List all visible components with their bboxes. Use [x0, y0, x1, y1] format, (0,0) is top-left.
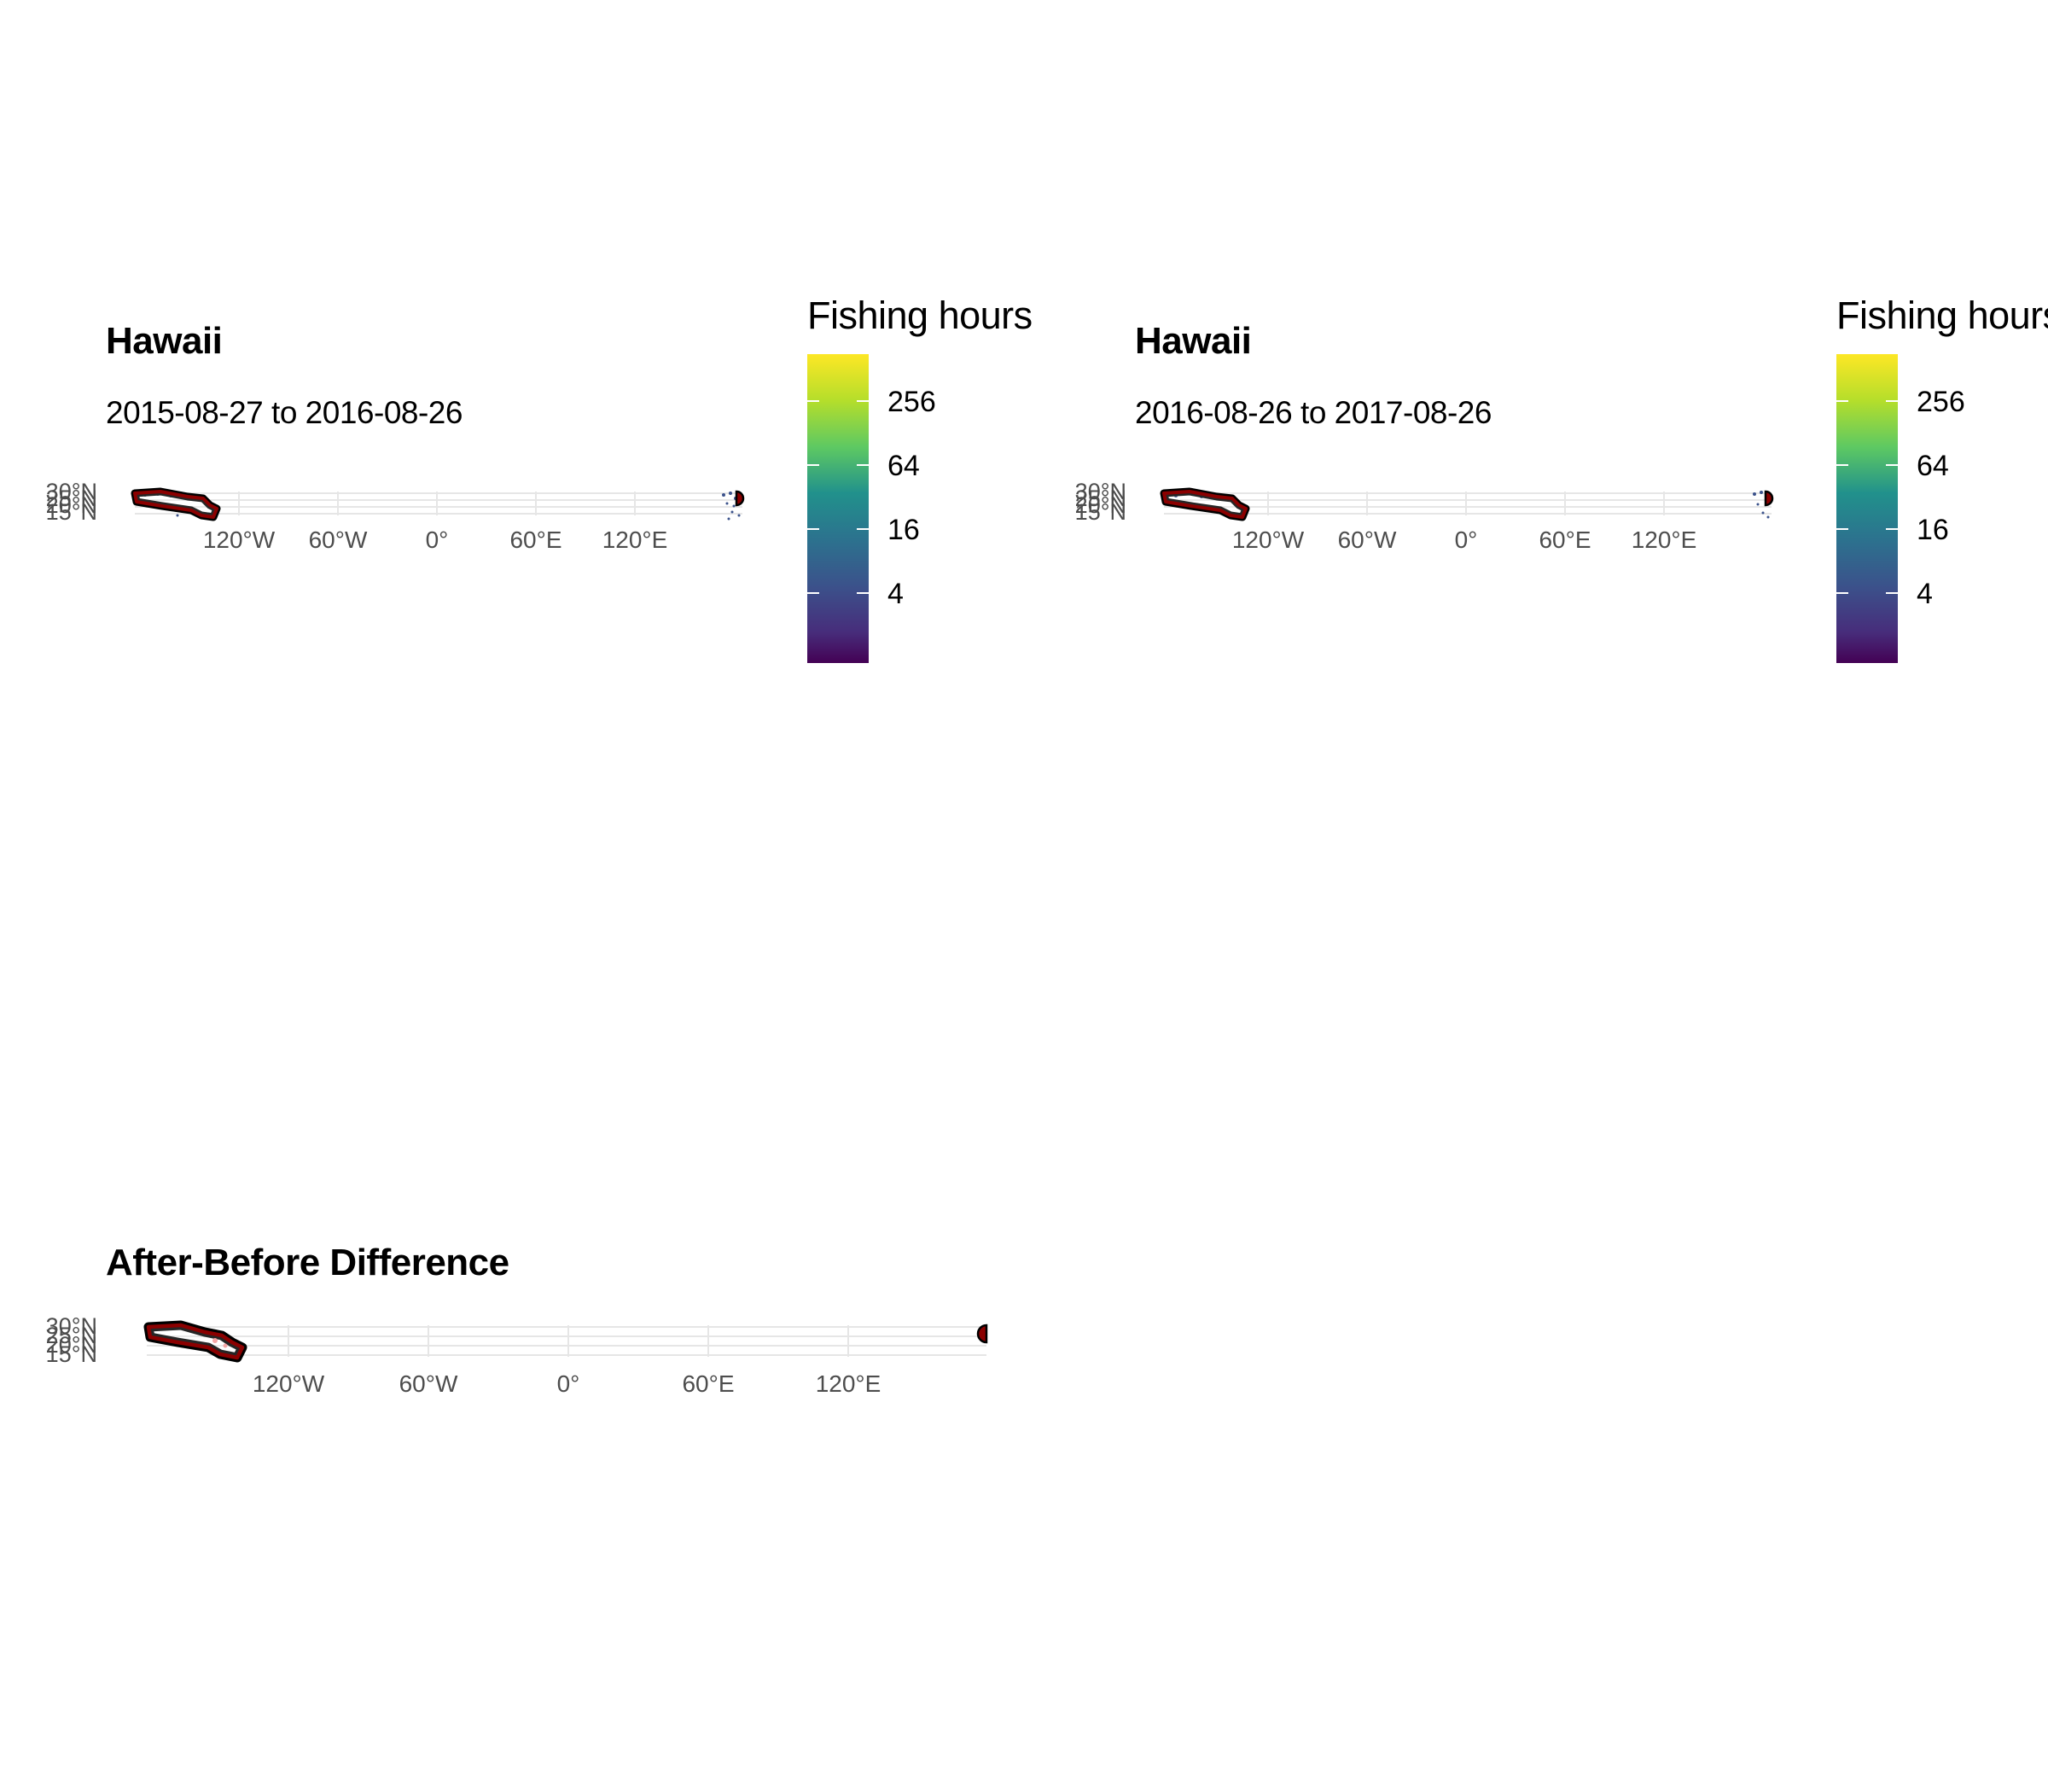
x-tick-label: 120°E — [816, 1370, 881, 1397]
y-tick-label: 15°N — [46, 499, 97, 525]
x-tick-label: 120°W — [253, 1370, 325, 1397]
y-tick-label: 20°N — [1075, 492, 1126, 518]
x-tick-labels: 120°W 60°W 0° 60°E 120°E — [203, 527, 667, 553]
y-tick-label: 20°N — [46, 492, 97, 518]
eez-boundary-east — [735, 490, 745, 507]
x-tick-label: 60°E — [509, 527, 561, 553]
legend-break: 256 — [1917, 386, 1965, 418]
y-tick-label: 30°N — [46, 1313, 97, 1339]
map-plot: 30°N 25°N 20°N 15°N 120°W 60°W 0° 60°E 1… — [46, 479, 745, 553]
y-tick-label: 30°N — [46, 479, 97, 504]
panel-title: After-Before Difference — [106, 1242, 509, 1283]
x-tick-label: 60°W — [309, 527, 368, 553]
y-tick-label: 20°N — [46, 1332, 97, 1358]
y-tick-labels: 30°N 25°N 20°N 15°N — [1075, 479, 1126, 525]
grid-lines — [1164, 492, 1772, 515]
grid-lines — [135, 492, 742, 515]
panel-title: Hawaii — [106, 320, 223, 362]
y-tick-label: 25°N — [1075, 486, 1126, 511]
legend-title: Fishing hours — [1836, 294, 2048, 337]
y-tick-labels: 30°N 25°N 20°N 15°N — [46, 479, 97, 525]
x-tick-label: 0° — [426, 527, 449, 553]
color-legend: 256 64 16 4 — [807, 354, 936, 663]
legend-break: 64 — [887, 450, 920, 482]
panel-subtitle: 2016-08-26 to 2017-08-26 — [1135, 395, 1492, 430]
panel-title: Hawaii — [1135, 320, 1252, 362]
x-tick-label: 0° — [557, 1370, 580, 1397]
x-tick-label: 60°W — [399, 1370, 458, 1397]
x-tick-label: 120°E — [602, 527, 668, 553]
y-tick-label: 15°N — [46, 1341, 97, 1367]
map-plot: 30°N 25°N 20°N 15°N 120°W 60°W 0° 60°E 1… — [1075, 479, 1774, 553]
legend-break: 4 — [887, 578, 904, 610]
y-tick-label: 15°N — [1075, 499, 1126, 525]
fishing-points — [143, 492, 741, 521]
legend-break: 16 — [887, 514, 920, 546]
legend-title: Fishing hours — [807, 294, 1033, 337]
x-tick-label: 120°E — [1632, 527, 1697, 553]
y-tick-label: 25°N — [46, 1323, 97, 1348]
x-tick-label: 0° — [1455, 527, 1478, 553]
x-tick-label: 60°E — [682, 1370, 734, 1397]
x-tick-label: 120°W — [1232, 527, 1305, 553]
eez-boundary-east — [976, 1324, 988, 1344]
map-plot: 30°N 25°N 20°N 15°N 120°W 60°W 0° 60°E 1… — [46, 1313, 988, 1397]
x-tick-labels: 120°W 60°W 0° 60°E 120°E — [1232, 527, 1696, 553]
panel-subtitle: 2015-08-27 to 2016-08-26 — [106, 395, 463, 430]
legend-break: 64 — [1917, 450, 1949, 482]
x-tick-label: 60°E — [1539, 527, 1591, 553]
legend-break: 4 — [1917, 578, 1933, 610]
x-tick-label: 60°W — [1338, 527, 1397, 553]
color-legend: 256 64 16 4 — [1836, 354, 1965, 663]
y-tick-label: 25°N — [46, 486, 97, 511]
x-tick-label: 120°W — [203, 527, 276, 553]
y-tick-labels: 30°N 25°N 20°N 15°N — [46, 1313, 97, 1367]
legend-break: 256 — [887, 386, 936, 418]
legend-break: 16 — [1917, 514, 1949, 546]
grid-lines — [147, 1325, 986, 1357]
x-tick-labels: 120°W 60°W 0° 60°E 120°E — [253, 1370, 881, 1397]
y-tick-label: 30°N — [1075, 479, 1126, 504]
eez-boundary-east — [1764, 490, 1774, 507]
